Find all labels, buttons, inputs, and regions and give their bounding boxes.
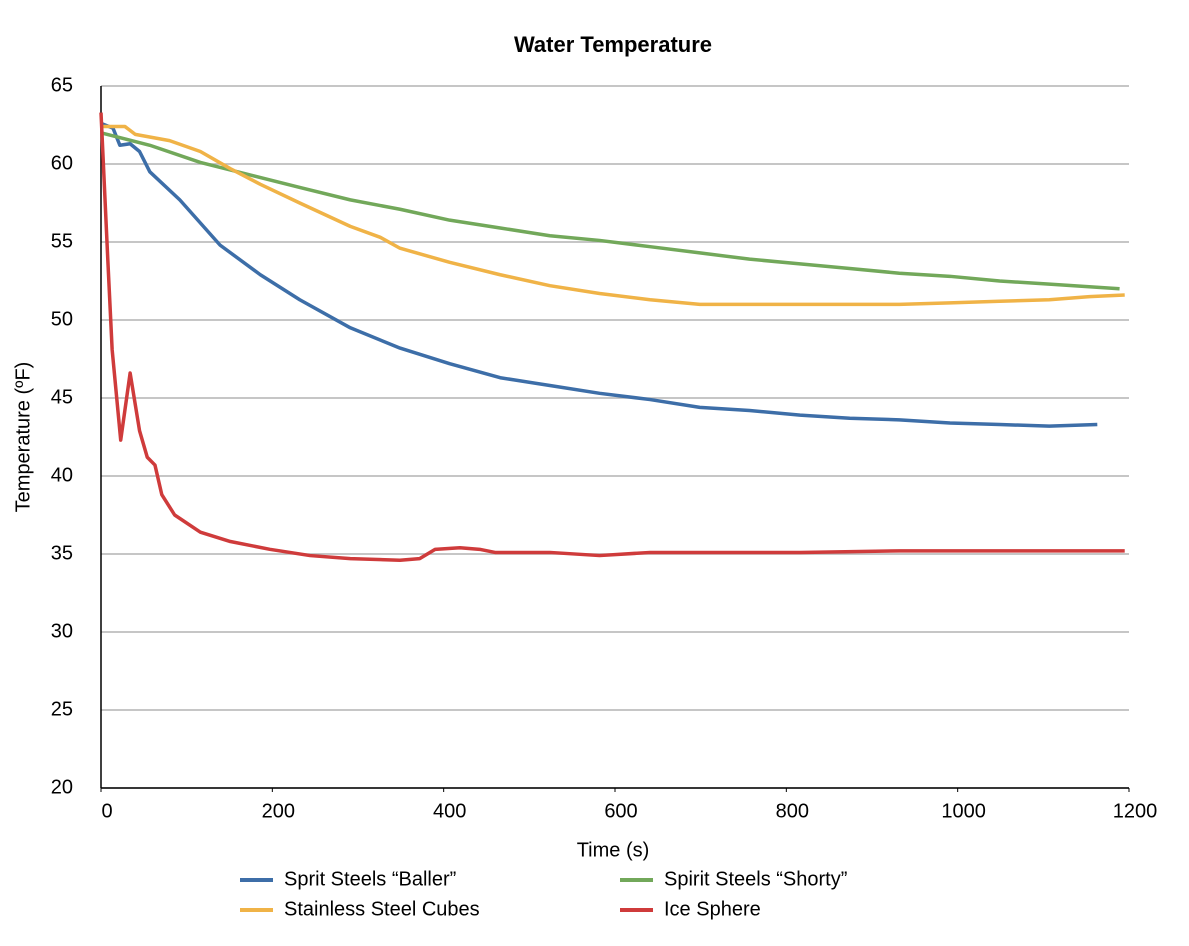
legend-label: Ice Sphere (664, 898, 761, 920)
x-tick-label: 200 (262, 800, 295, 822)
x-tick-label: 1000 (941, 800, 986, 822)
y-tick-label: 50 (51, 308, 73, 330)
y-tick-label: 30 (51, 620, 73, 642)
y-tick-label: 45 (51, 386, 73, 408)
series-line (101, 124, 1125, 307)
legend-label: Stainless Steel Cubes (284, 898, 480, 920)
x-axis-title: Time (s) (577, 839, 650, 861)
y-tick-label: 60 (51, 152, 73, 174)
legend-label: Sprit Steels “Baller” (284, 868, 456, 890)
y-tick-label: 25 (51, 698, 73, 720)
y-axis-title: Temperature (ºF) (12, 362, 34, 513)
series-line (100, 131, 1120, 291)
y-tick-label: 20 (51, 776, 73, 798)
chart-title: Water Temperature (514, 32, 712, 57)
y-tick-label: 35 (51, 542, 73, 564)
y-tick-label: 55 (51, 230, 73, 252)
y-tick-label: 40 (51, 464, 73, 486)
x-tick-label: 600 (604, 800, 637, 822)
x-tick-label: 800 (776, 800, 809, 822)
series-line (100, 121, 1098, 428)
legend-label: Spirit Steels “Shorty” (664, 868, 847, 890)
x-tick-label: 1200 (1113, 800, 1158, 822)
x-tick-label: 0 (101, 800, 112, 822)
y-tick-label: 65 (51, 74, 73, 96)
series-line (99, 112, 1125, 562)
x-tick-label: 400 (433, 800, 466, 822)
